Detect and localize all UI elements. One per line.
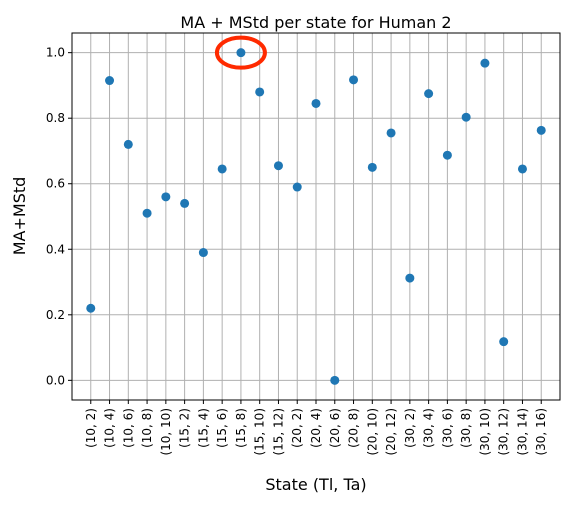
- scatter-point: [142, 208, 152, 218]
- scatter-point: [349, 75, 359, 85]
- axis-ticks: (10, 2) (10, 4) (10, 6) (10, 8) (10, 10) (15,…: [46, 46, 548, 456]
- x-tick-label: (30, 14): [515, 408, 529, 456]
- scatter-point: [536, 125, 546, 135]
- scatter-point: [161, 192, 171, 202]
- y-tick-label: 0.6: [46, 177, 65, 191]
- x-tick-label: (15, 6): [215, 408, 229, 448]
- x-tick-label: (10, 2): [84, 408, 98, 448]
- scatter-point: [367, 162, 377, 172]
- scatter-point: [480, 58, 490, 68]
- x-tick-label: (30, 16): [534, 408, 548, 456]
- y-tick-label: 0.2: [46, 308, 65, 322]
- scatter-point: [123, 139, 133, 149]
- x-tick-label: (10, 6): [121, 408, 135, 448]
- y-tick-label: 0.4: [46, 242, 65, 256]
- x-tick-label: (20, 6): [328, 408, 342, 448]
- scatter-point: [405, 273, 415, 283]
- x-tick-label: (20, 10): [365, 408, 379, 456]
- scatter-point: [442, 150, 452, 160]
- x-tick-label: (30, 6): [440, 408, 454, 448]
- scatter-point: [311, 98, 321, 108]
- scatter-point: [217, 164, 227, 174]
- x-tick-label: (20, 12): [384, 408, 398, 456]
- x-tick-label: (20, 2): [290, 408, 304, 448]
- x-tick-label: (15, 4): [196, 408, 210, 448]
- scatter-point: [499, 337, 509, 347]
- x-tick-label: (15, 2): [178, 408, 192, 448]
- plot-frame: [71, 32, 561, 401]
- x-axis-label: State (Tl, Ta): [265, 475, 366, 494]
- scatter-point: [236, 48, 246, 58]
- y-tick-label: 0.8: [46, 111, 65, 125]
- y-axis-label: MA+MStd: [10, 177, 29, 256]
- x-tick-label: (15, 12): [271, 408, 285, 456]
- x-tick-label: (10, 10): [159, 408, 173, 456]
- chart-title: MA + MStd per state for Human 2: [180, 13, 451, 32]
- y-tick-label: 1.0: [46, 46, 65, 60]
- scatter-point: [273, 161, 283, 171]
- scatter-point: [198, 248, 208, 258]
- x-tick-label: (30, 4): [422, 408, 436, 448]
- x-tick-label: (30, 10): [478, 408, 492, 456]
- scatter-point: [517, 164, 527, 174]
- x-tick-label: (20, 8): [347, 408, 361, 448]
- scatter-point: [386, 128, 396, 138]
- scatter-point: [180, 198, 190, 208]
- x-tick-label: (10, 8): [140, 408, 154, 448]
- highlight-ellipse: [214, 35, 267, 70]
- scatter-point: [105, 76, 115, 86]
- x-tick-label: (20, 4): [309, 408, 323, 448]
- scatter-point: [424, 89, 434, 99]
- highlight-annotation: [214, 35, 267, 70]
- x-tick-label: (30, 8): [459, 408, 473, 448]
- y-tick-label: 0.0: [46, 373, 65, 387]
- data-points: [86, 48, 546, 385]
- scatter-point: [330, 375, 340, 385]
- x-tick-label: (30, 2): [403, 408, 417, 448]
- scatter-point: [86, 303, 96, 313]
- x-tick-label: (10, 4): [103, 408, 117, 448]
- scatter-point: [292, 182, 302, 192]
- x-tick-label: (15, 10): [253, 408, 267, 456]
- scatter-point: [461, 112, 471, 122]
- x-tick-label: (30, 12): [497, 408, 511, 456]
- scatter-point: [255, 87, 265, 97]
- x-tick-label: (15, 8): [234, 408, 248, 448]
